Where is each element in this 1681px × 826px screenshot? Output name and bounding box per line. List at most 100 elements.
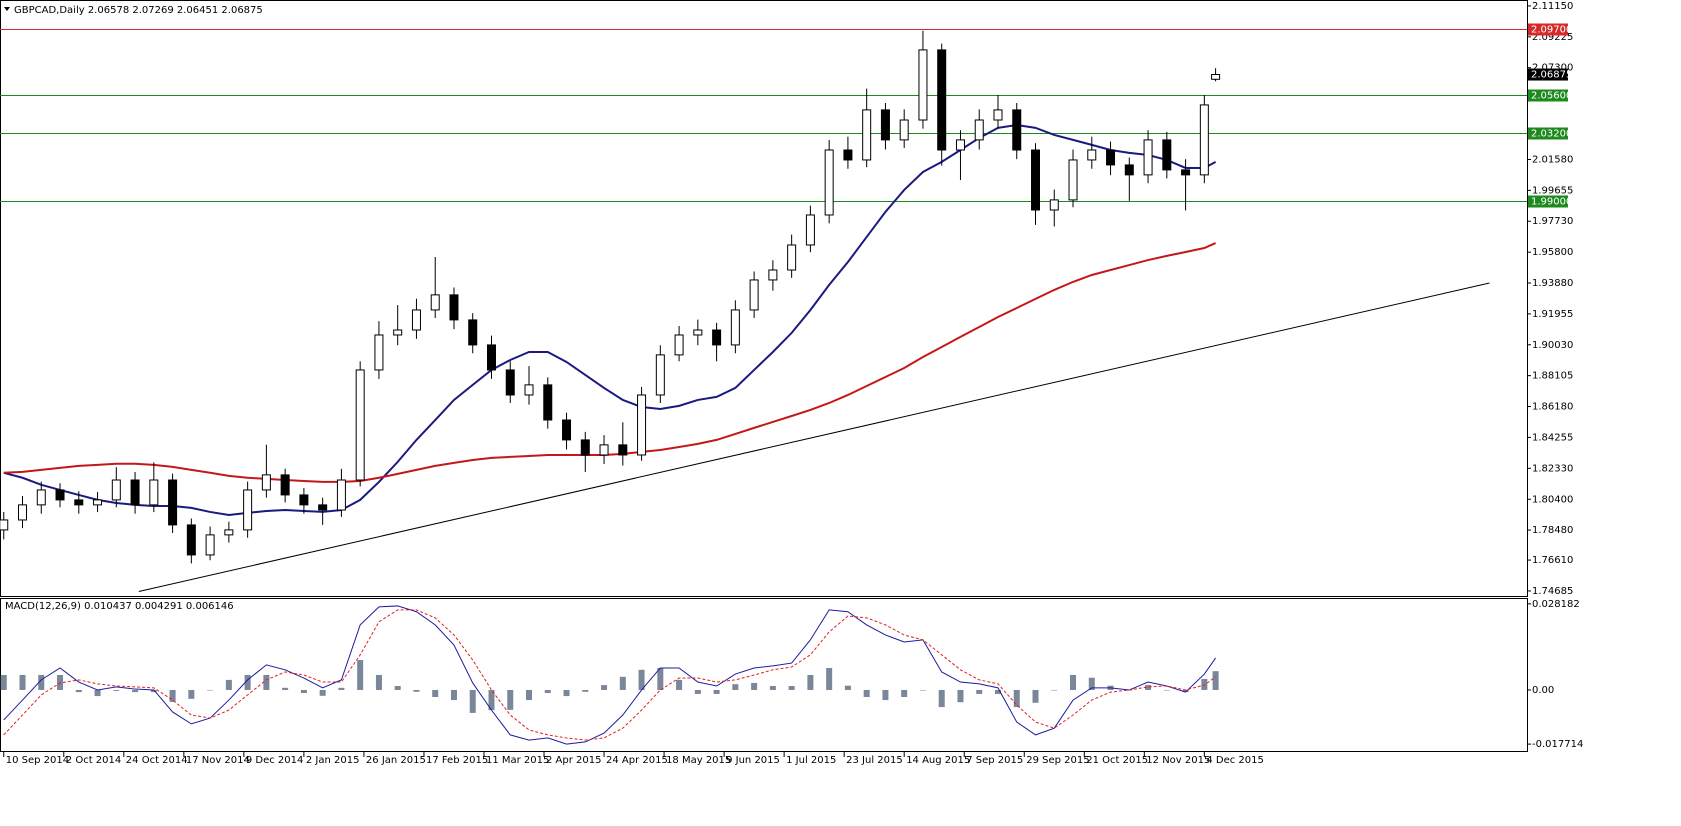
candle-body xyxy=(712,329,722,346)
candle-body xyxy=(562,419,572,441)
macd-histogram-bar xyxy=(300,689,307,694)
candle-body xyxy=(93,499,103,506)
y-tick-label: 0.028182 xyxy=(1532,599,1580,610)
price-level-label: 1.99000 xyxy=(1531,197,1572,208)
macd-histogram-bar xyxy=(1070,675,1077,690)
macd-histogram-bar xyxy=(94,689,101,697)
candle-body xyxy=(787,244,797,271)
candle-body xyxy=(1012,109,1022,151)
candle-body xyxy=(449,294,459,321)
candle-body xyxy=(1199,104,1209,176)
x-tick-label: 9 Jun 2015 xyxy=(726,755,780,766)
candle-body xyxy=(1049,199,1059,211)
macd-histogram-bar xyxy=(207,689,214,691)
candle-body xyxy=(36,489,46,506)
macd-histogram-bar xyxy=(751,682,758,690)
last-price-box xyxy=(1528,68,1568,81)
x-tick-label: 24 Apr 2015 xyxy=(606,755,668,766)
candle-body xyxy=(1143,139,1153,176)
x-tick-label: 17 Feb 2015 xyxy=(426,755,488,766)
x-tick-label: 24 Oct 2014 xyxy=(126,755,188,766)
macd-histogram-bar xyxy=(1145,685,1152,690)
price-level-label: 2.03200 xyxy=(1531,129,1572,140)
candle-body xyxy=(1087,149,1097,161)
candle-body xyxy=(1124,164,1134,176)
candle-body xyxy=(411,309,421,331)
price-level-label-box xyxy=(1528,127,1568,140)
macd-histogram-bar xyxy=(601,685,608,690)
y-tick-label: 1.97730 xyxy=(1532,216,1573,227)
macd-histogram-bar xyxy=(150,689,157,693)
macd-histogram-bar xyxy=(338,687,345,690)
candle-body xyxy=(261,474,271,491)
x-tick-label: 7 Sep 2015 xyxy=(966,755,1023,766)
candle-body xyxy=(111,479,121,501)
candle-body xyxy=(430,294,440,311)
x-tick-label: 29 Sep 2015 xyxy=(1026,755,1089,766)
macd-histogram-bar xyxy=(694,689,701,694)
macd-histogram-bar xyxy=(1032,689,1039,703)
macd-histogram-bar xyxy=(38,675,45,690)
macd-histogram-bar xyxy=(1182,689,1189,693)
x-tick-label: 2 Jan 2015 xyxy=(306,755,360,766)
macd-histogram-bar xyxy=(807,675,814,690)
macd-histogram-bar xyxy=(994,689,1001,694)
candle-body xyxy=(674,334,684,356)
main-pane-frame xyxy=(0,0,1528,597)
candle-body xyxy=(824,149,834,216)
candle-body xyxy=(374,334,384,371)
price-level-label-box xyxy=(1528,195,1568,208)
macd-histogram-bar xyxy=(225,679,232,690)
x-tick-label: 26 Jan 2015 xyxy=(366,755,426,766)
x-tick-label: 2 Oct 2014 xyxy=(66,755,121,766)
candle-body xyxy=(693,329,703,336)
y-tick-label: 1.80400 xyxy=(1532,494,1573,505)
macd-histogram-bar xyxy=(357,660,364,690)
macd-histogram-bar xyxy=(788,686,795,690)
x-tick-label: 14 Aug 2015 xyxy=(906,755,970,766)
macd-histogram-bar xyxy=(319,689,326,696)
y-tick-label: 2.11150 xyxy=(1532,1,1573,12)
macd-histogram-bar xyxy=(769,686,776,690)
candle-body xyxy=(843,149,853,161)
candle-body xyxy=(599,444,609,456)
price-level-label: 2.05600 xyxy=(1531,91,1572,102)
macd-histogram-bar xyxy=(488,689,495,711)
macd-histogram-bar xyxy=(169,689,176,702)
price-level-label: 2.09700 xyxy=(1531,25,1572,36)
macd-histogram-bar xyxy=(1212,671,1219,690)
candle-body xyxy=(730,309,740,346)
candle-body xyxy=(205,534,215,556)
symbol-menu-icon xyxy=(4,7,10,11)
candle-body xyxy=(974,119,984,141)
candle-body xyxy=(486,344,496,371)
macd-histogram-bar xyxy=(1013,689,1020,708)
candle-body xyxy=(655,354,665,396)
chart-title: GBPCAD,Daily 2.06578 2.07269 2.06451 2.0… xyxy=(14,5,263,16)
y-tick-label: 1.95800 xyxy=(1532,247,1573,258)
candle-body xyxy=(862,109,872,161)
candle-body xyxy=(355,369,365,481)
x-tick-label: 1 Jul 2015 xyxy=(786,755,836,766)
macd-histogram-bar xyxy=(713,689,720,694)
y-tick-label: 1.99655 xyxy=(1532,185,1573,196)
x-tick-label: 21 Oct 2015 xyxy=(1086,755,1148,766)
x-tick-label: 18 May 2015 xyxy=(666,755,731,766)
macd-histogram-bar xyxy=(282,687,289,690)
candle-body xyxy=(336,479,346,511)
macd-main-line xyxy=(3,605,1217,745)
x-tick-label: 9 Dec 2014 xyxy=(246,755,304,766)
macd-histogram-bar xyxy=(544,689,551,694)
x-tick-label: 12 Nov 2015 xyxy=(1146,755,1210,766)
macd-histogram-bar xyxy=(469,689,476,713)
y-tick-label: 1.91955 xyxy=(1532,309,1573,320)
y-tick-label: 2.07300 xyxy=(1532,63,1573,74)
candle-body xyxy=(1068,159,1078,201)
price-level-label-box xyxy=(1528,89,1568,102)
macd-histogram-bar xyxy=(188,689,195,699)
x-tick-label: 10 Sep 2014 xyxy=(6,755,69,766)
macd-histogram-bar xyxy=(394,686,401,690)
macd-histogram-bar xyxy=(844,685,851,690)
